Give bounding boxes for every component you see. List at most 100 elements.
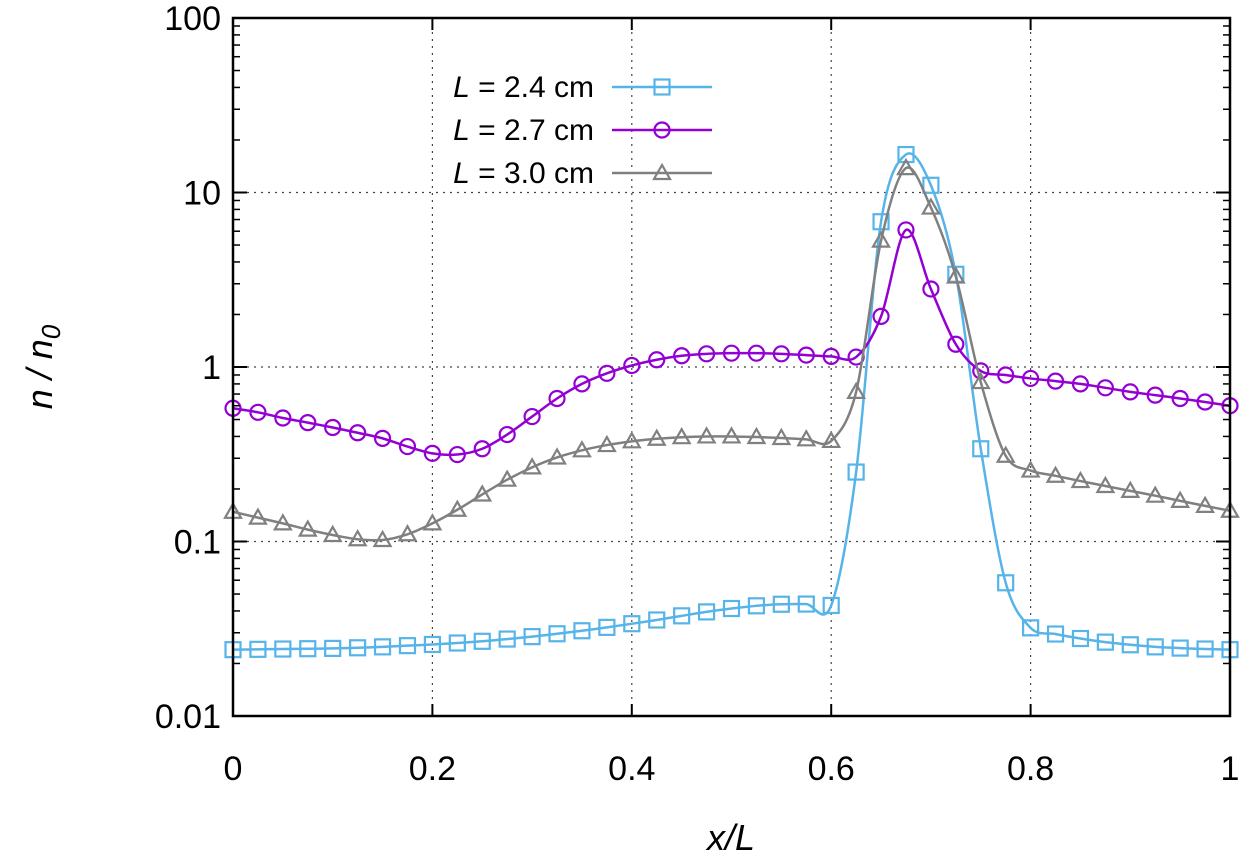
data-point-circle: [1096, 379, 1114, 397]
data-point-triangle: [1095, 475, 1116, 494]
data-point-circle: [324, 418, 342, 437]
data-point-circle: [1146, 386, 1164, 404]
data-point-triangle: [497, 469, 518, 487]
data-point-triangle: [970, 371, 991, 390]
data-point-square: [398, 637, 417, 655]
data-point-square: [598, 618, 616, 636]
data-point-circle: [299, 414, 317, 432]
data-point-circle: [1021, 369, 1040, 388]
series-layer: [223, 145, 1240, 659]
data-point-triangle: [821, 430, 842, 449]
data-point-triangle: [746, 426, 767, 445]
data-point-square: [847, 463, 865, 481]
data-point-circle: [797, 346, 815, 364]
y-tick-label: 10: [183, 175, 221, 213]
legend-label: L = 3.0 cm: [453, 157, 594, 190]
data-point-square: [1121, 636, 1139, 654]
series-circle: [224, 221, 1239, 464]
data-point-triangle: [796, 429, 817, 447]
data-point-triangle: [646, 428, 667, 446]
data-point-triangle: [846, 381, 867, 399]
y-tick-label: 1: [202, 349, 221, 387]
data-point-circle: [548, 389, 566, 408]
data-point-triangle: [372, 529, 393, 548]
data-point-triangle: [1020, 460, 1041, 478]
data-point-circle: [822, 347, 840, 366]
data-point-square: [972, 440, 990, 458]
data-point-square: [423, 635, 441, 654]
series-line: [232, 228, 1231, 457]
data-point-circle: [872, 307, 890, 325]
x-tick-label: 0.6: [808, 750, 855, 788]
data-point-circle: [349, 424, 367, 442]
data-point-triangle: [248, 507, 268, 525]
legend-label-value: = 3.0 cm: [470, 157, 594, 190]
data-point-triangle: [696, 426, 717, 444]
data-point-circle: [648, 351, 666, 369]
grid: [233, 18, 1230, 716]
y-tick-label: 0.1: [174, 524, 221, 562]
legend-label-variable: L: [453, 157, 470, 190]
legend-label: L = 2.7 cm: [453, 114, 594, 147]
data-point-circle: [673, 347, 691, 365]
data-point-square: [747, 597, 766, 615]
legend-marker-square: [653, 78, 671, 96]
series-triangle: [223, 157, 1240, 548]
data-point-square: [1096, 633, 1114, 651]
legend-marker-circle: [653, 121, 671, 139]
data-point-square: [448, 634, 466, 652]
y-tick-label: 0.01: [155, 698, 221, 736]
data-point-triangle: [596, 434, 617, 453]
data-point-square: [1046, 625, 1065, 643]
data-point-circle: [1046, 372, 1065, 390]
data-point-circle: [947, 335, 965, 353]
x-tick-label: 0: [224, 750, 243, 788]
x-tick-label: 0.4: [608, 750, 655, 788]
data-point-triangle: [397, 524, 418, 542]
data-point-triangle: [572, 440, 592, 458]
data-point-square: [1146, 638, 1164, 656]
data-point-circle: [997, 366, 1015, 384]
x-tick-label: 1: [1221, 750, 1240, 788]
data-point-square: [573, 622, 591, 640]
data-point-triangle: [721, 426, 742, 444]
legend-marker-triangle: [652, 162, 672, 181]
data-point-square: [673, 607, 691, 625]
series-line: [232, 166, 1231, 542]
data-point-square: [1171, 639, 1189, 657]
data-point-square: [1071, 629, 1090, 648]
data-point-circle: [623, 356, 641, 375]
legend-label-variable: L: [453, 114, 470, 147]
data-point-circle: [598, 364, 616, 382]
data-point-triangle: [297, 519, 318, 537]
y-tick-label: 100: [164, 0, 221, 38]
data-point-square: [872, 213, 890, 231]
data-point-triangle: [447, 499, 468, 517]
data-point-triangle: [871, 230, 891, 248]
legend: L = 2.4 cmL = 2.7 cmL = 3.0 cm: [453, 71, 712, 190]
data-point-square: [473, 632, 491, 650]
data-point-triangle: [472, 484, 493, 502]
y-axis-label-base: n / n: [19, 339, 60, 409]
data-point-circle: [249, 403, 267, 421]
data-point-triangle: [547, 447, 567, 465]
data-point-triangle: [995, 445, 1016, 463]
data-point-square: [822, 596, 840, 615]
data-point-square: [997, 574, 1015, 592]
data-point-circle: [722, 344, 741, 362]
data-point-square: [623, 615, 641, 633]
legend-label-variable: L: [453, 71, 470, 104]
x-tick-label: 0.2: [409, 750, 456, 788]
data-point-circle: [897, 221, 915, 239]
data-point-circle: [697, 345, 716, 363]
data-point-square: [697, 603, 716, 621]
series-square: [224, 145, 1239, 659]
data-point-triangle: [921, 197, 941, 215]
data-point-triangle: [422, 513, 443, 531]
data-point-circle: [573, 375, 591, 393]
data-point-triangle: [945, 266, 966, 284]
data-point-square: [523, 628, 541, 646]
legend-label: L = 2.4 cm: [453, 71, 594, 104]
data-point-circle: [498, 425, 516, 444]
